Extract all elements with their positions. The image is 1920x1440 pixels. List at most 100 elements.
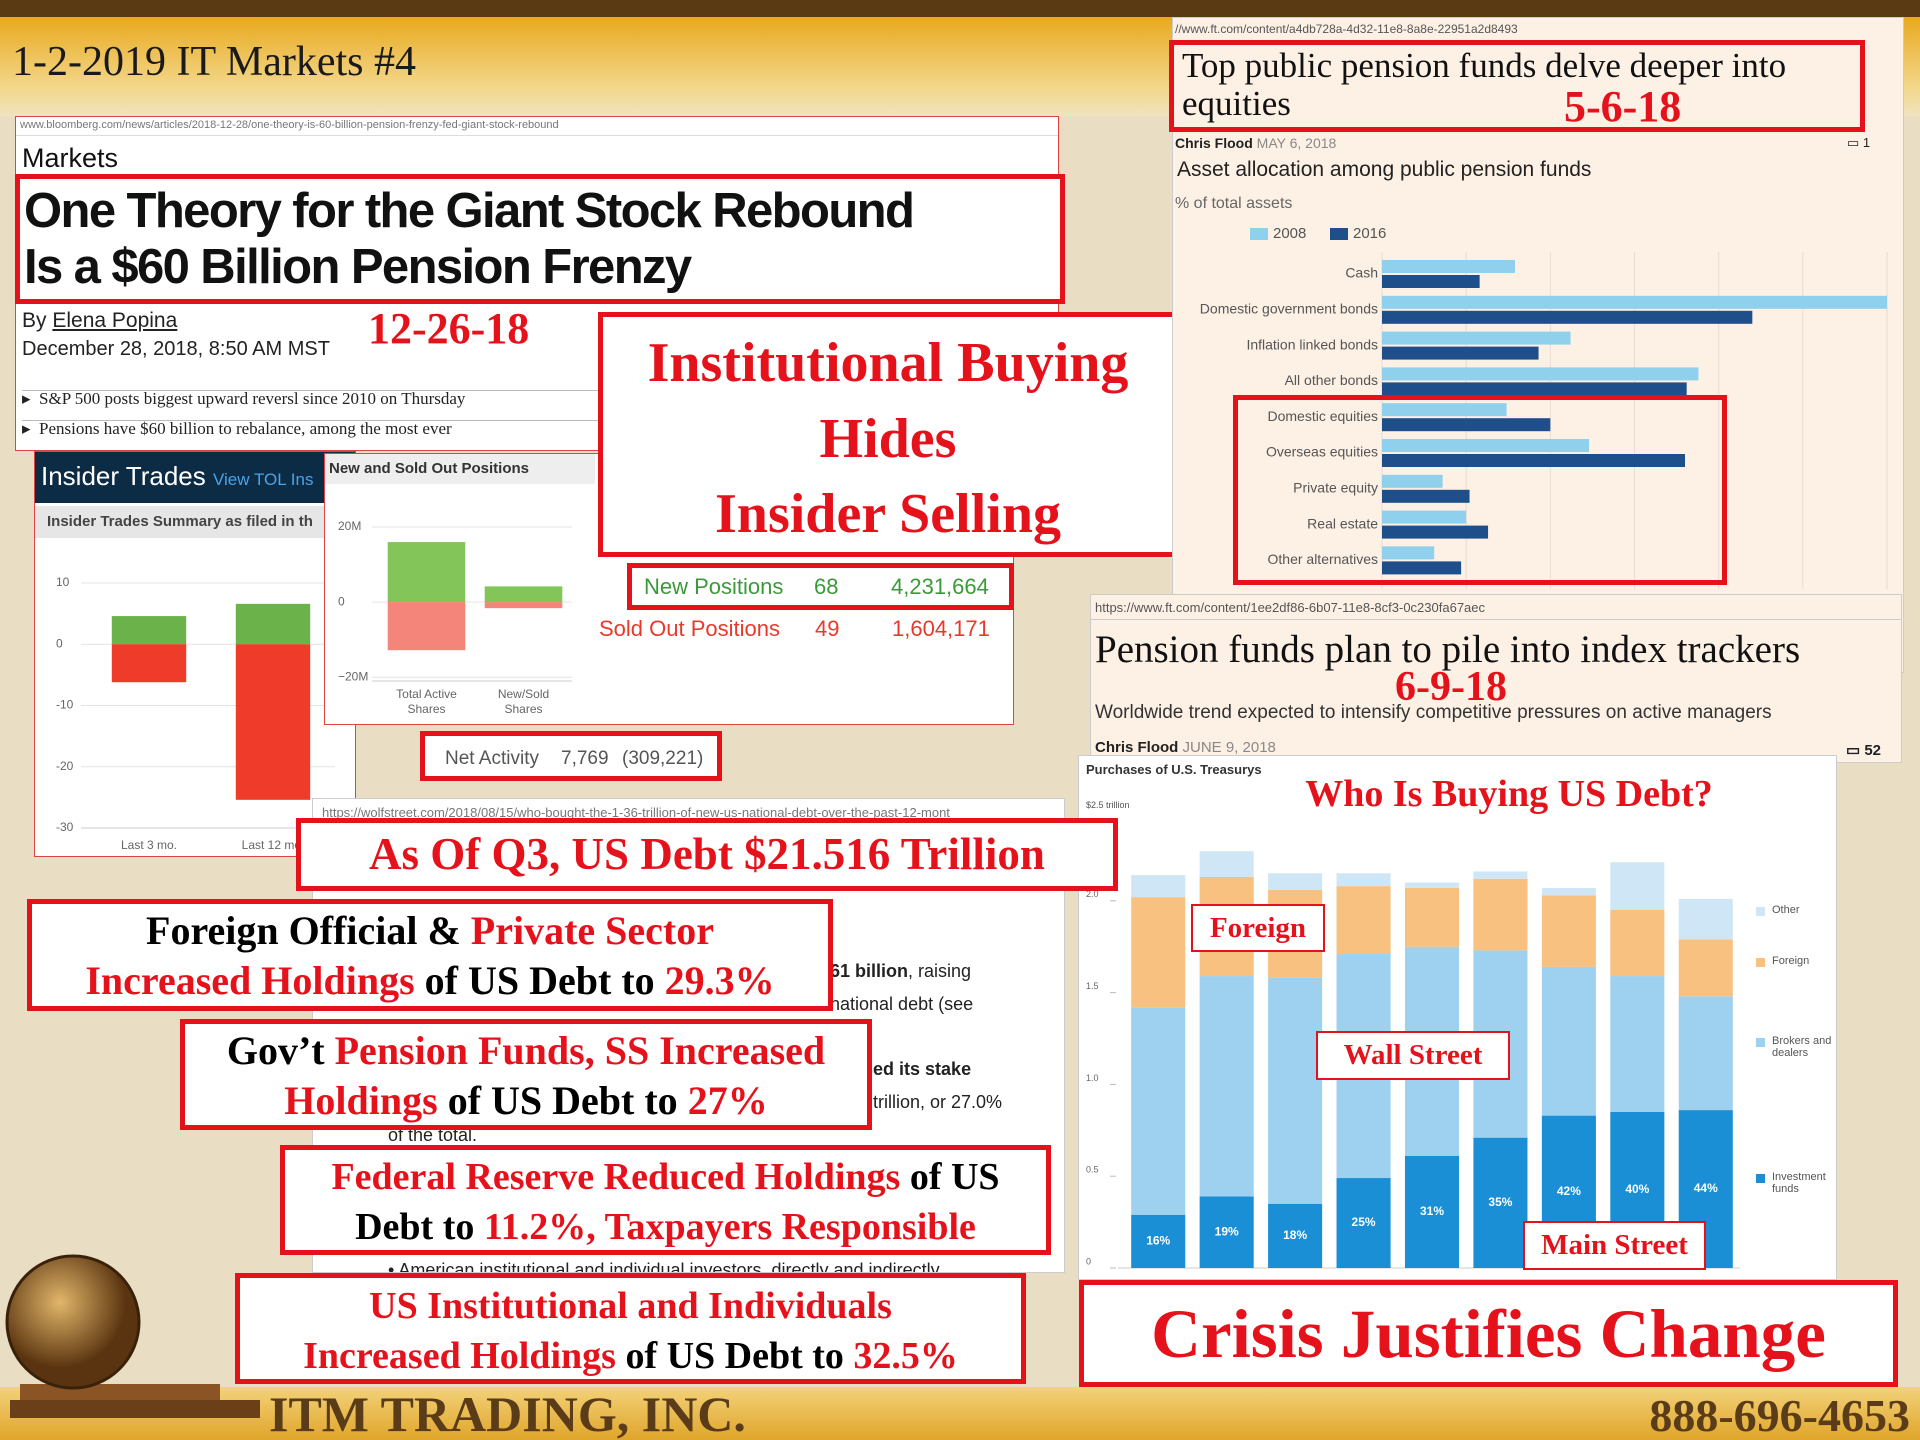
insider-trades: Insider Trades View TOL Ins Insider Trad…	[34, 451, 356, 857]
share-label: 25%	[1352, 1215, 1376, 1229]
callout-line: Hides	[819, 408, 957, 470]
text-run: Federal Reserve Reduced Holdings	[331, 1156, 901, 1198]
comment-count: 1	[1862, 135, 1871, 150]
conclusion: Crisis Justifies Change	[1079, 1280, 1898, 1387]
category-label: Cash	[1345, 265, 1378, 281]
holding-box: Federal Reserve Reduced Holdings of US De…	[280, 1145, 1051, 1255]
new-positions-box: New Positions 68 4,231,664	[627, 563, 1014, 610]
bar	[1382, 310, 1753, 324]
share-label: 44%	[1694, 1181, 1718, 1195]
bar-segment	[1678, 898, 1733, 940]
bar	[1382, 525, 1489, 539]
annotation: Who Is Buying US Debt?	[1305, 773, 1713, 815]
debt-box: As Of Q3, US Debt $21.516 Trillion	[296, 818, 1118, 891]
legend-swatch	[1756, 907, 1765, 916]
bar-segment	[1473, 1137, 1528, 1268]
text-run: of US Debt to	[437, 1078, 688, 1123]
text-run: As Of Q3, US Debt $21.516 Trillion	[369, 829, 1045, 879]
link[interactable]: View TOL Ins	[212, 470, 314, 489]
globe-decoration	[5, 1254, 260, 1418]
category-label: Total Active Shares	[396, 687, 457, 716]
bar-segment	[1131, 1214, 1186, 1268]
bar-segment	[1268, 1203, 1323, 1268]
treasury-chart: Purchases of U.S. Treasurys $2.5 trillio…	[1078, 755, 1837, 1280]
category-label: All other bonds	[1285, 372, 1378, 388]
bar	[1382, 295, 1887, 309]
share-label: 16%	[1146, 1234, 1170, 1248]
text-line: Holdings of US Debt to 27%	[185, 1076, 867, 1126]
share-label: 18%	[1283, 1228, 1307, 1242]
bar-segment	[1678, 939, 1733, 997]
bar	[1382, 489, 1470, 503]
legend-swatch	[1756, 958, 1765, 967]
net-shares: (309,221)	[622, 748, 704, 769]
text-line: Gov’t Pension Funds, SS Increased	[185, 1026, 867, 1076]
rule	[22, 390, 1052, 391]
bar	[1382, 403, 1507, 417]
share-label: 31%	[1420, 1204, 1444, 1218]
date-stamp: 5-6-18	[1564, 82, 1682, 131]
bar-segment	[1541, 895, 1596, 967]
bar	[1382, 275, 1480, 288]
bar	[1382, 474, 1443, 488]
bar	[1382, 561, 1462, 575]
net-count: 7,769	[561, 748, 609, 769]
annotation: Wall Street	[1316, 1031, 1510, 1080]
legend-label: Foreign	[1772, 955, 1810, 967]
top-strip	[0, 0, 1920, 17]
author: Elena Popina	[52, 309, 178, 332]
callout-line: Insider Selling	[715, 483, 1061, 545]
ft-title: Top public pension funds delve deeper in…	[1182, 46, 1787, 123]
chart: 0 0.5 1.0 1.5 2.0 16% 19% 18% 25% 31% 35% 42% 40% 44%	[1086, 851, 1765, 1269]
headline-box: One Theory for the Giant Stock Rebound I…	[15, 174, 1065, 304]
text-run: American institutional and individual in…	[398, 1260, 940, 1273]
bar-segment	[484, 586, 563, 603]
bar	[1382, 260, 1515, 273]
bullet-text: S&P 500 posts biggest upward reversl sin…	[39, 389, 466, 408]
unit-label: $2.5 trillion	[1086, 800, 1130, 810]
bar-segment	[1678, 996, 1733, 1111]
article-text: national debt (see	[830, 994, 973, 1015]
y-tick-label: 0	[56, 636, 63, 650]
bar-segment	[1610, 909, 1665, 977]
bar-segment	[1199, 976, 1254, 1197]
y-tick-label: -20	[56, 759, 74, 773]
footer-band	[0, 1387, 1920, 1440]
text-line: Increased Holdings of US Debt to 32.5%	[240, 1331, 1021, 1381]
new-label: New Positions	[644, 574, 784, 599]
category-label: Domestic equities	[1268, 408, 1379, 424]
text-run: of US Debt to	[414, 958, 665, 1003]
bar-segment	[1610, 862, 1665, 910]
bar	[1382, 439, 1590, 452]
callout-box: Institutional Buying Hides Insider Selli…	[598, 312, 1178, 557]
globe	[5, 1254, 141, 1390]
bar-segment	[1131, 875, 1186, 898]
byline: Chris Flood JUNE 9, 2018	[1095, 739, 1276, 756]
bar-segment	[1473, 878, 1528, 951]
holding-box: Gov’t Pension Funds, SS Increased Holding…	[180, 1019, 872, 1130]
text-run: Debt to	[355, 1206, 484, 1248]
category-label: Last 12 mo.	[242, 838, 305, 852]
legend-label: 2016	[1353, 225, 1386, 242]
ft-title: Pension funds plan to pile into index tr…	[1095, 628, 1801, 671]
by: By	[22, 309, 47, 332]
bullet-text: Pensions have $60 billion to rebalance, …	[39, 419, 452, 438]
chart-title: New and Sold Out Positions	[329, 460, 530, 477]
legend-label: Other	[1772, 904, 1800, 916]
highlight-box	[1233, 395, 1727, 585]
bullet: ▸ S&P 500 posts biggest upward reversl s…	[22, 389, 466, 408]
y-tick-label: 1.5	[1086, 981, 1099, 991]
legend-swatch	[1756, 1038, 1765, 1047]
text-run: 11.2%, Taxpayers Responsible	[483, 1206, 976, 1248]
bar-segment	[1199, 1196, 1254, 1268]
ft-article: https://www.ft.com/content/1ee2df86-6b07…	[1090, 594, 1902, 763]
ft-subtitle: Worldwide trend expected to intensify co…	[1095, 702, 1772, 723]
rule	[22, 420, 1052, 421]
bar	[1382, 546, 1435, 560]
text-run: of US Debt to	[615, 1335, 854, 1377]
bar	[1382, 367, 1699, 381]
text-run: Gov’t	[226, 1028, 335, 1073]
byline: Chris Flood MAY 6, 2018	[1175, 135, 1336, 151]
